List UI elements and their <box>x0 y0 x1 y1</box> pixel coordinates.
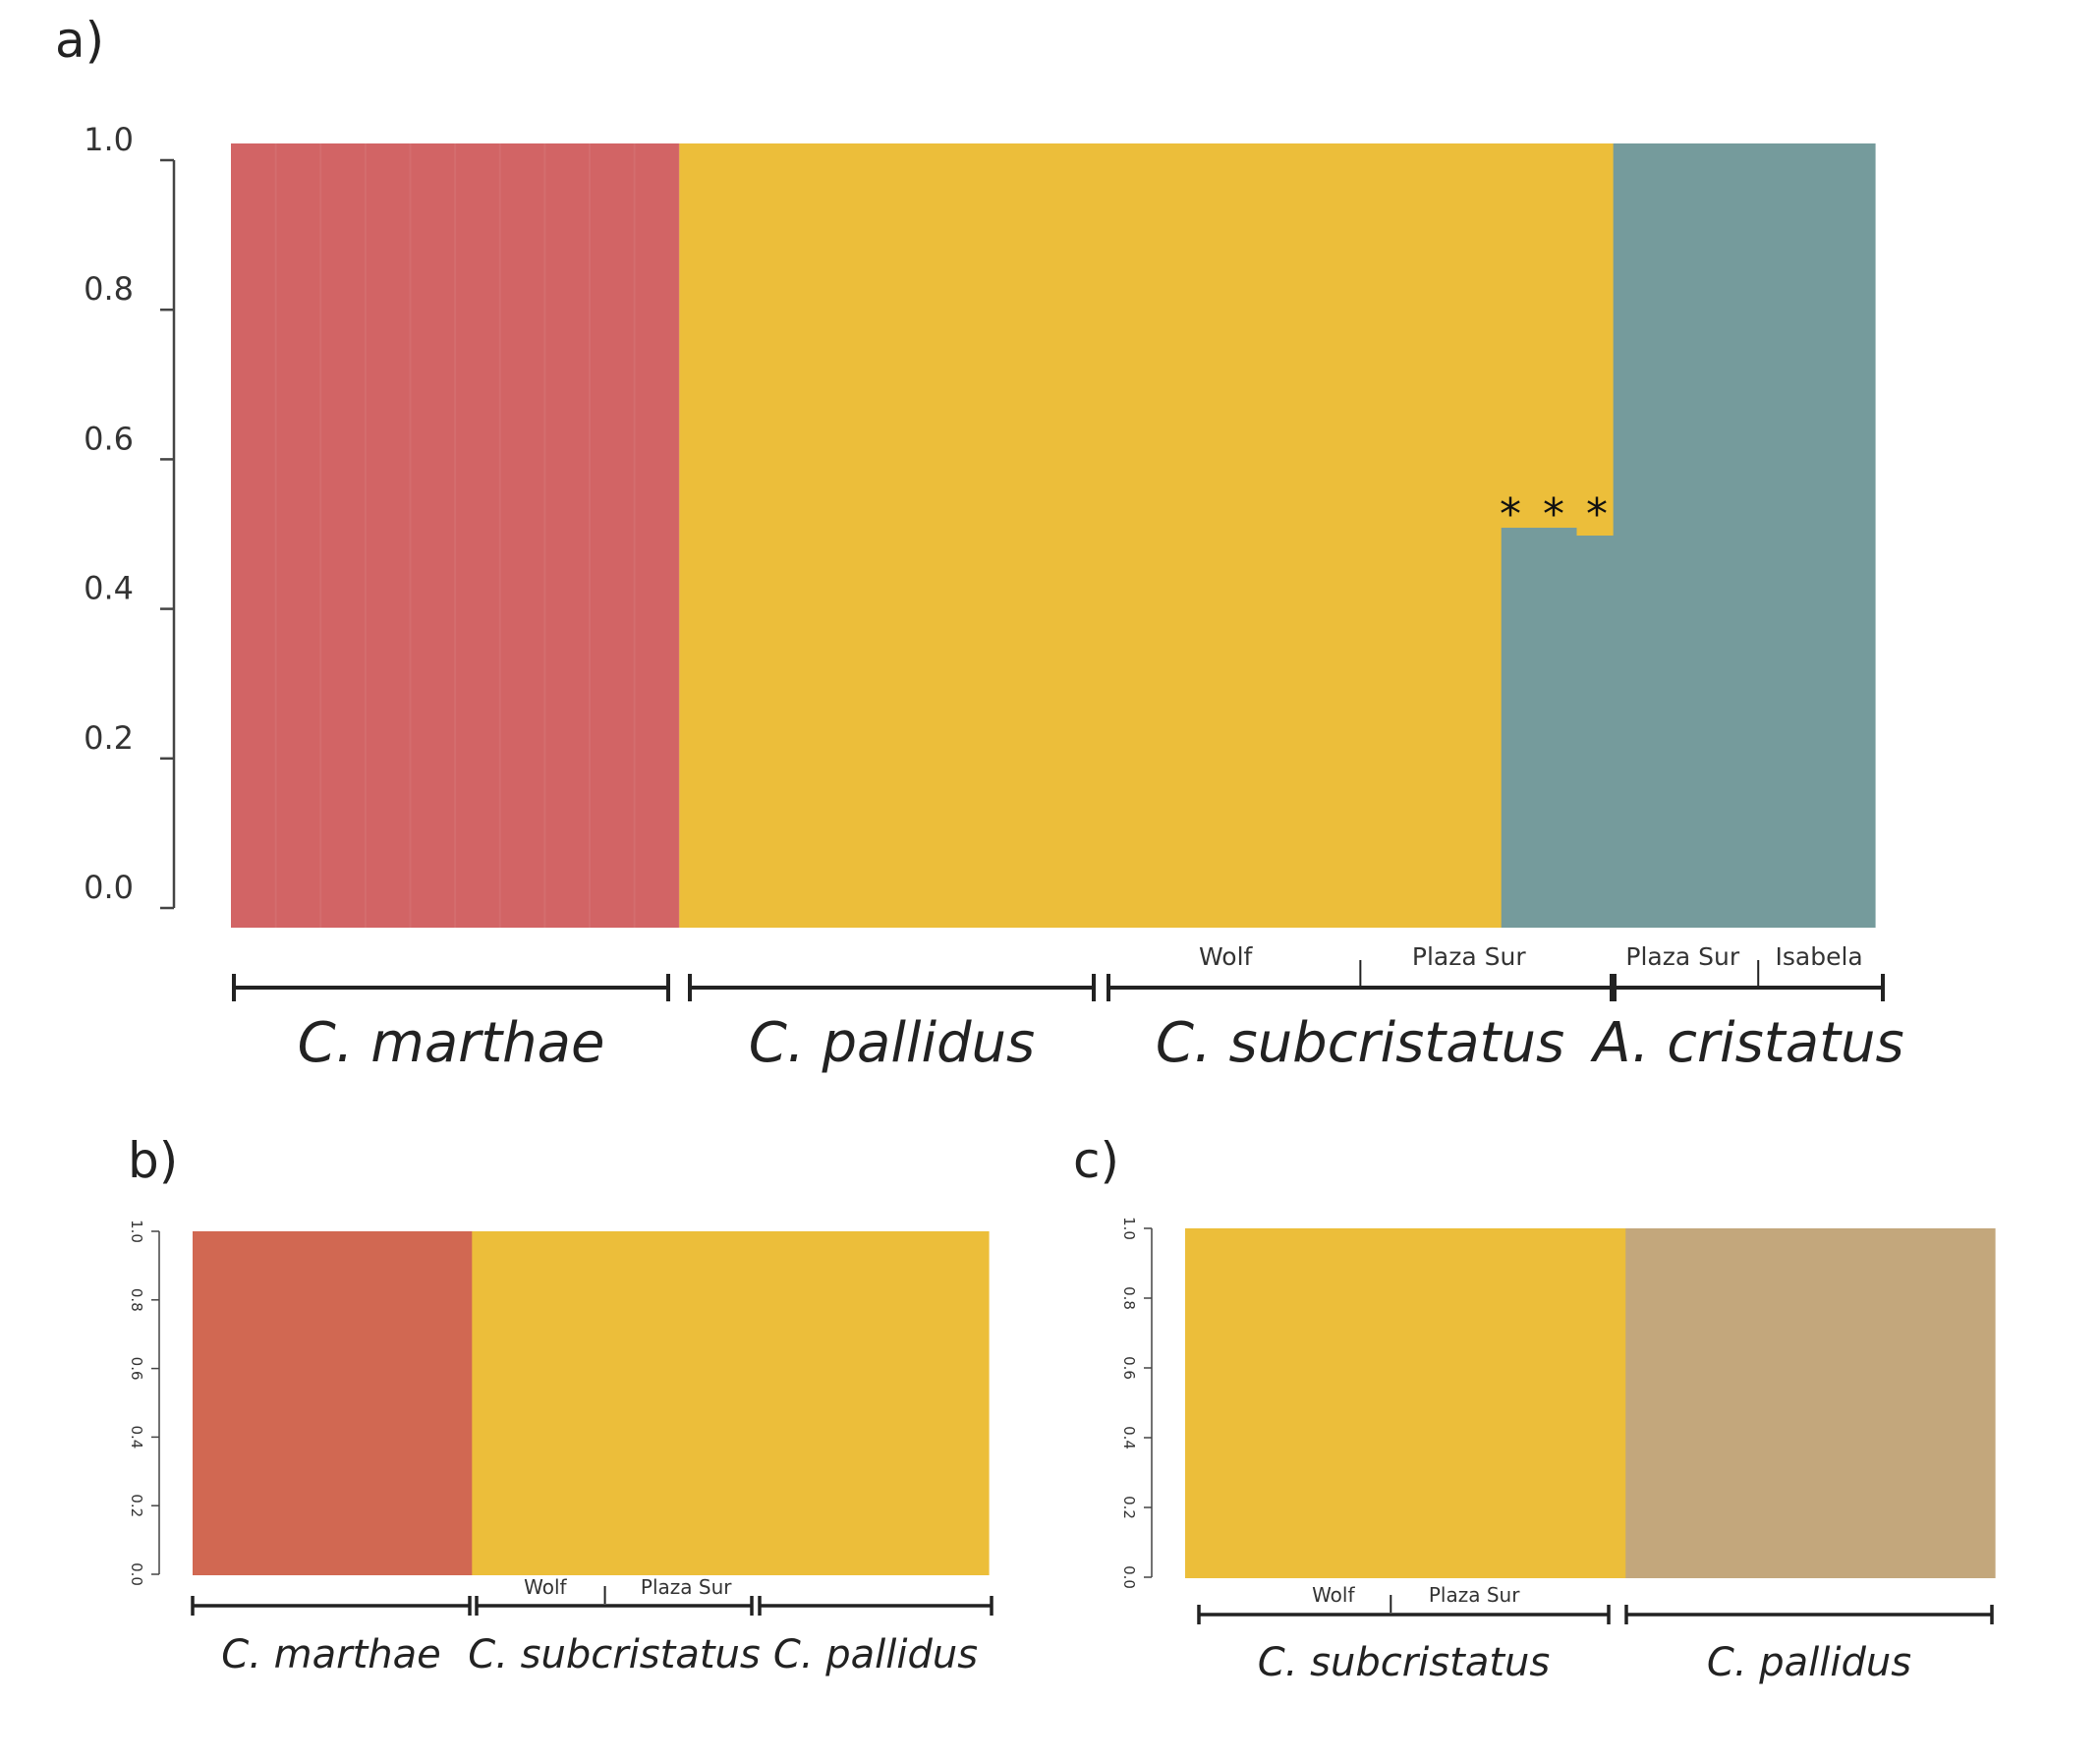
subgroup-label: Plaza Sur <box>1412 942 1526 971</box>
panel-b-y-axis: 0.0 0.2 0.4 0.6 0.8 1.0 <box>128 1220 160 1586</box>
group-label: C. pallidus <box>749 1011 1035 1075</box>
group-label: C. pallidus <box>773 1632 978 1677</box>
y-tick-label: 0.6 <box>1120 1356 1138 1380</box>
panel-a-label: a) <box>55 12 104 69</box>
group-label: C. marthae <box>298 1011 605 1075</box>
bar-segment-lower <box>1501 528 1578 928</box>
y-tick-label: 0.4 <box>1120 1426 1138 1449</box>
panel-a-y-axis: 0.0 0.2 0.4 0.6 0.8 1.0 <box>84 121 176 910</box>
y-tick-label: 0.6 <box>84 420 134 457</box>
panel-a-annotation: * * * <box>1500 489 1612 539</box>
y-tick-label: 0.0 <box>1120 1565 1138 1589</box>
panel-c-bars <box>1185 1228 1996 1578</box>
panel-c-group-brackets: C. subcristatus C. pallidus Wolf Plaza Sur <box>1197 1583 1994 1685</box>
y-tick-label: 0.2 <box>128 1494 145 1517</box>
subgroup-label: Wolf <box>524 1575 567 1599</box>
bar-segment-lower <box>231 143 680 928</box>
panel-b-bars <box>193 1231 990 1575</box>
group-label: C. subcristatus <box>1258 1640 1550 1685</box>
y-tick-label: 0.4 <box>128 1425 145 1448</box>
group-label: C. subcristatus <box>468 1632 760 1677</box>
bar-segment-lower <box>193 1231 473 1575</box>
panel-c: c) 0.00.20.40.60.81.0 C. subcristatus C. … <box>1073 1132 1996 1685</box>
bar-segment-upper <box>472 1231 990 1575</box>
panel-c-label: c) <box>1073 1132 1119 1189</box>
subgroup-label: Plaza Sur <box>1429 1583 1520 1607</box>
panel-a-bars <box>231 143 1876 928</box>
panel-b-label: b) <box>128 1132 178 1189</box>
subgroup-label: Plaza Sur <box>641 1575 732 1599</box>
y-tick-label: 0.0 <box>84 869 134 906</box>
panel-a-group-brackets: C. marthae C. pallidus C. subcristatus A. c… <box>232 942 1904 1075</box>
y-tick-label: 1.0 <box>84 121 134 158</box>
group-label: A. cristatus <box>1590 1011 1903 1075</box>
subgroup-label: Wolf <box>1312 1583 1355 1607</box>
bar-segment-lower <box>1613 143 1876 928</box>
group-label: C. subcristatus <box>1156 1011 1564 1075</box>
bar-segment-upper <box>679 143 1503 928</box>
panel-c-y-axis: 0.0 0.2 0.4 0.6 0.8 1.0 <box>1120 1217 1153 1589</box>
panel-a: a) 0.00.20.40.60.81.0 * * * C. marthae C.… <box>55 12 1904 1075</box>
y-tick-label: 1.0 <box>1120 1217 1138 1240</box>
panel-b-group-brackets: C. marthae C. subcristatus C. pallidus Wolf… <box>191 1575 993 1677</box>
bar-segment-lower <box>1576 536 1615 928</box>
y-tick-label: 0.8 <box>84 270 134 308</box>
bar-segment-upper <box>1576 143 1615 536</box>
subgroup-label: Isabela <box>1776 942 1863 971</box>
subgroup-label: Plaza Sur <box>1625 942 1739 971</box>
panel-b: b) 0.0 0.2 0.4 0.6 0.8 1.0 C. marthae C. subcr… <box>128 1132 993 1677</box>
y-tick-label: 0.2 <box>84 719 134 757</box>
y-tick-label: 0.2 <box>1120 1496 1138 1519</box>
bar-segment-upper <box>1501 143 1578 529</box>
y-tick-label: 0.4 <box>84 570 134 607</box>
y-tick-label: 0.8 <box>1120 1286 1138 1310</box>
y-tick-label: 0.6 <box>128 1357 145 1381</box>
group-label: C. pallidus <box>1707 1640 1911 1685</box>
y-tick-label: 0.8 <box>128 1288 145 1312</box>
bar-segment-lower <box>1185 1228 1626 1578</box>
subgroup-label: Wolf <box>1199 942 1253 971</box>
y-tick-label: 0.0 <box>128 1562 145 1586</box>
group-label: C. marthae <box>221 1632 440 1677</box>
y-tick-label: 1.0 <box>128 1220 145 1243</box>
bar-segment-upper <box>1625 1228 1996 1578</box>
